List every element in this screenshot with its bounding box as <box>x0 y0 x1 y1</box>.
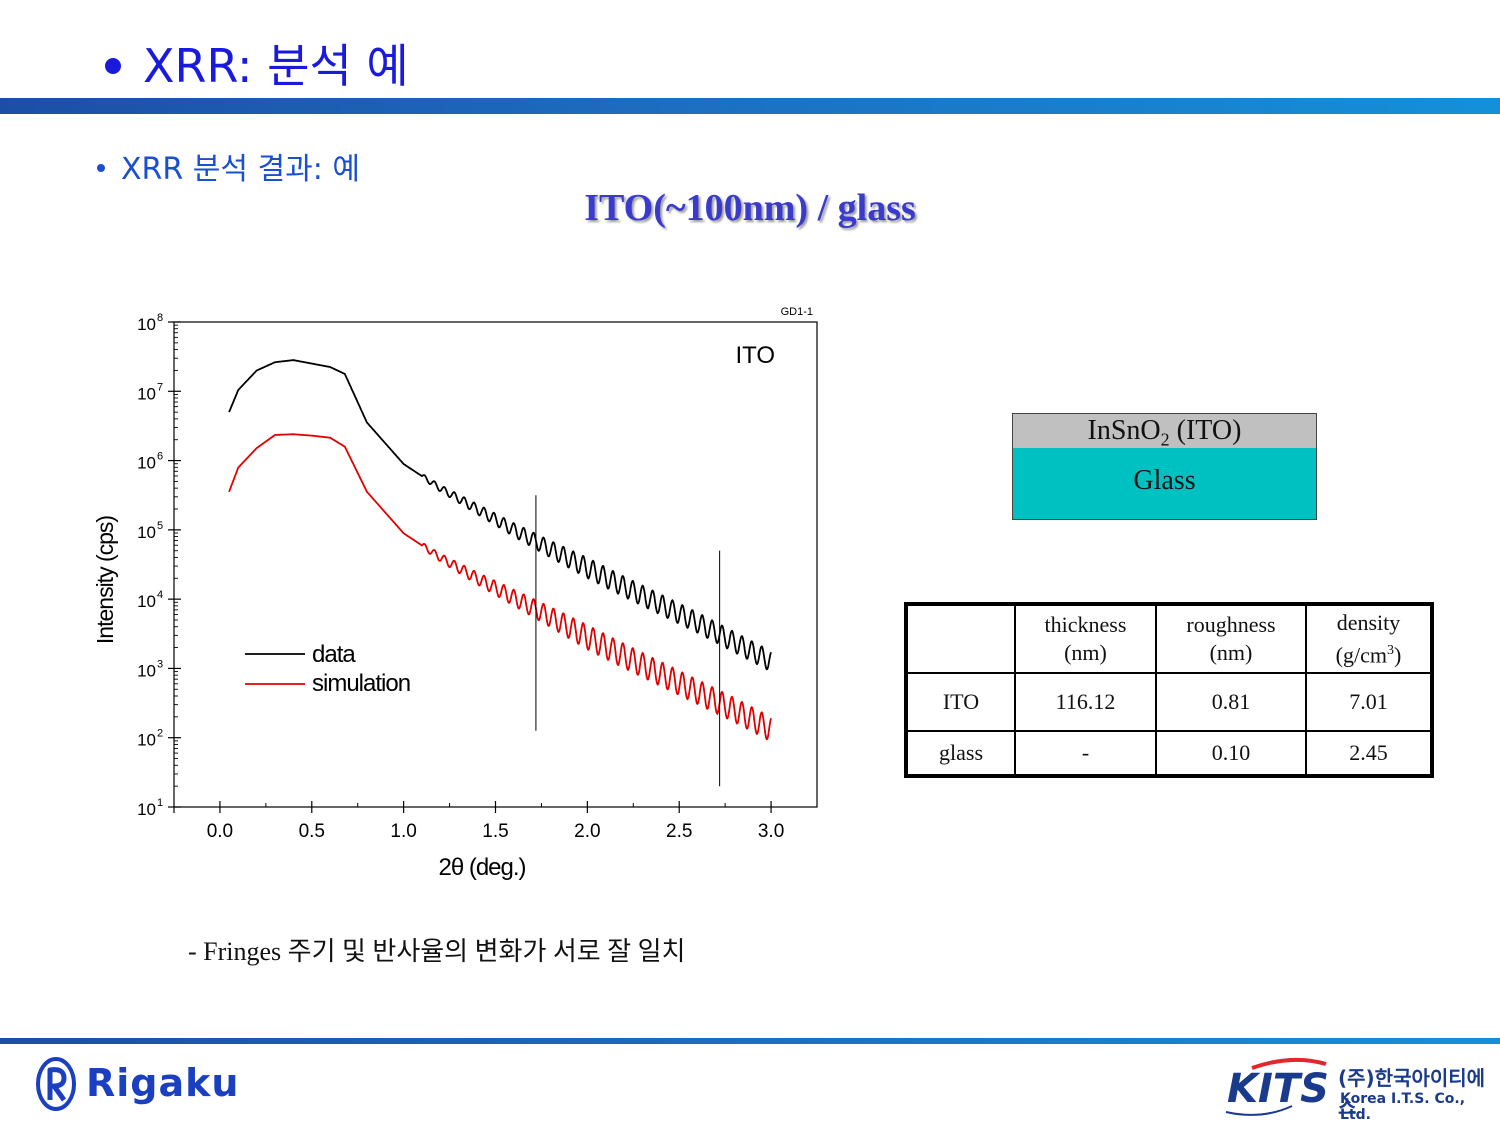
x-tick-label: 3.0 <box>758 821 784 842</box>
x-tick-label: 0.5 <box>299 821 325 842</box>
y-tick-exponent: 1 <box>157 797 163 809</box>
header-divider-bar <box>0 98 1500 114</box>
bullet-dot-icon <box>97 163 105 172</box>
table-cell-density: 7.01 <box>1305 672 1433 732</box>
sample-title: ITO(~100nm) / glass <box>584 187 916 229</box>
y-tick-label: 10 <box>137 731 156 750</box>
rigaku-logo-icon <box>36 1057 76 1111</box>
kits-logo-text: KITS <box>1227 1066 1329 1112</box>
table-cell-thickness: - <box>1014 730 1157 777</box>
table-header-thickness: thickness (nm) <box>1014 603 1157 674</box>
layer-ito-label: InSnO <box>1087 415 1161 446</box>
section-subtitle: XRR 분석 결과: 예 <box>97 144 360 188</box>
chart-corner-label: GD1-1 <box>781 306 813 318</box>
layer-ito-subscript: 2 <box>1160 429 1170 450</box>
y-tick-label: 10 <box>137 592 156 611</box>
x-tick-label: 1.5 <box>482 821 508 842</box>
layer-glass: Glass <box>1012 448 1317 520</box>
layer-glass-label: Glass <box>1133 465 1196 496</box>
plot-area: 0.0 0.5 1.0 1.5 2.0 2.5 3.010 110 210 310 410 510 61… <box>137 312 818 842</box>
y-tick-exponent: 2 <box>157 728 163 740</box>
plot-frame <box>173 321 818 808</box>
y-tick-exponent: 5 <box>157 520 163 532</box>
y-tick-exponent: 6 <box>157 451 163 463</box>
table-row: glass - 0.10 2.45 <box>905 730 1433 777</box>
table-cell-roughness: 0.81 <box>1155 672 1307 732</box>
slide-title-text: XRR: 분석 예 <box>143 39 409 93</box>
chart-legend: data simulation <box>245 641 411 697</box>
bullet-dot-icon <box>105 57 121 74</box>
table-cell-layer: glass <box>905 730 1016 777</box>
y-tick-label: 10 <box>137 523 156 542</box>
y-tick-label: 10 <box>137 661 156 680</box>
conclusion-note: - Fringes 주기 및 반사율의 변화가 서로 잘 일치 <box>188 937 686 966</box>
table-cell-layer: ITO <box>905 672 1016 732</box>
table-header-cell <box>905 603 1016 674</box>
kits-korean-name: (주)한국아이티에스 <box>1338 1066 1486 1119</box>
x-tick-label: 1.0 <box>390 821 416 842</box>
xrr-chart: GD1-1 0.0 0.5 1.0 1.5 2.0 2.5 3.010 110 210 310 41… <box>92 306 818 881</box>
legend-label-data: data <box>312 641 356 668</box>
x-tick-label: 2.0 <box>574 821 600 842</box>
y-tick-exponent: 8 <box>157 312 163 324</box>
footer-divider-bar <box>0 1038 1500 1044</box>
x-tick-label: 0.0 <box>207 821 233 842</box>
legend-label-simulation: simulation <box>312 670 410 697</box>
rigaku-logo-text: Rigaku <box>86 1061 240 1105</box>
y-tick-label: 10 <box>137 384 156 403</box>
section-subtitle-text: XRR 분석 결과: 예 <box>121 152 360 187</box>
y-tick-label: 10 <box>137 454 156 473</box>
x-axis-label: 2θ (deg.) <box>438 854 525 881</box>
y-axis-label: Intensity (cps) <box>92 516 118 644</box>
y-tick-exponent: 4 <box>157 589 163 601</box>
layer-ito: InSnO2 (ITO) <box>1012 413 1317 450</box>
series-line-data <box>228 359 772 671</box>
layer-ito-tail: (ITO) <box>1169 415 1242 446</box>
table-header-density: density (g/cm3) <box>1305 603 1433 674</box>
chart-annotation: ITO <box>735 342 775 369</box>
table-cell-roughness: 0.10 <box>1155 730 1307 777</box>
table-cell-density: 2.45 <box>1305 730 1433 777</box>
y-tick-label: 10 <box>137 800 156 819</box>
x-tick-label: 2.5 <box>666 821 692 842</box>
y-tick-label: 10 <box>137 315 156 334</box>
table-header-row: thickness (nm) roughness (nm) density (g/cm… <box>905 603 1433 674</box>
table-cell-thickness: 116.12 <box>1014 672 1157 732</box>
slide-title: XRR: 분석 예 <box>105 30 409 96</box>
kits-english-name: Korea I.T.S. Co., Ltd. <box>1340 1091 1466 1123</box>
y-tick-exponent: 7 <box>157 381 163 393</box>
y-tick-exponent: 3 <box>157 658 163 670</box>
kits-logo-icon: KITS <box>1225 1057 1329 1116</box>
results-table: thickness (nm) roughness (nm) density (g/cm… <box>904 602 1434 778</box>
table-row: ITO 116.12 0.81 7.01 <box>905 672 1433 732</box>
series-line-simulation <box>228 433 772 741</box>
table-header-roughness: roughness (nm) <box>1155 603 1307 674</box>
